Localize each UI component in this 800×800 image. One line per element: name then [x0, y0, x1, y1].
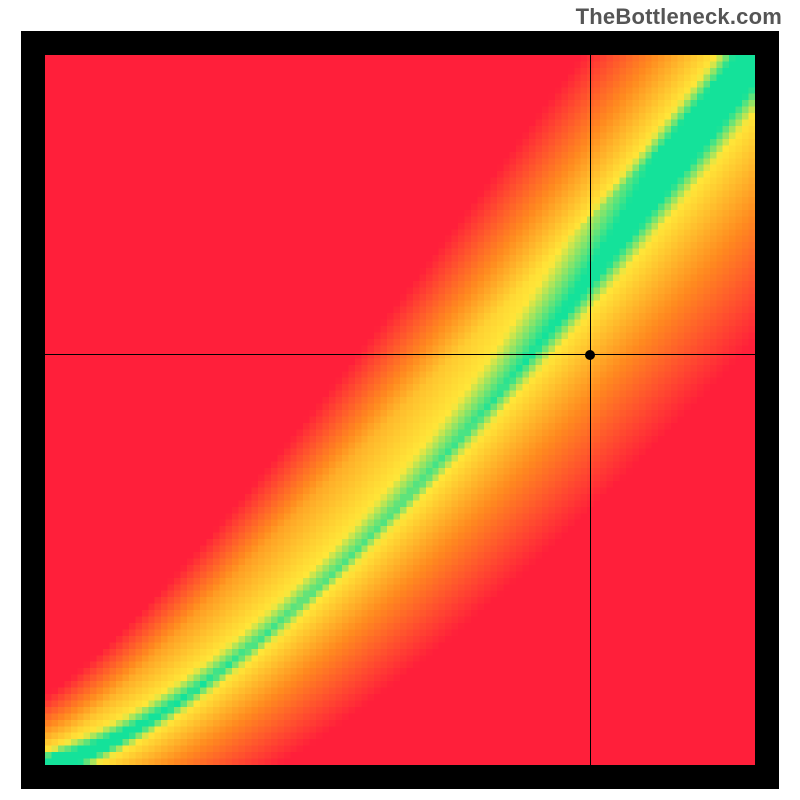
crosshair-marker [585, 350, 595, 360]
crosshair-vertical [590, 55, 591, 765]
crosshair-horizontal [45, 354, 755, 355]
plot-frame [21, 31, 779, 789]
chart-container: TheBottleneck.com [0, 0, 800, 800]
watermark-text: TheBottleneck.com [576, 4, 782, 30]
